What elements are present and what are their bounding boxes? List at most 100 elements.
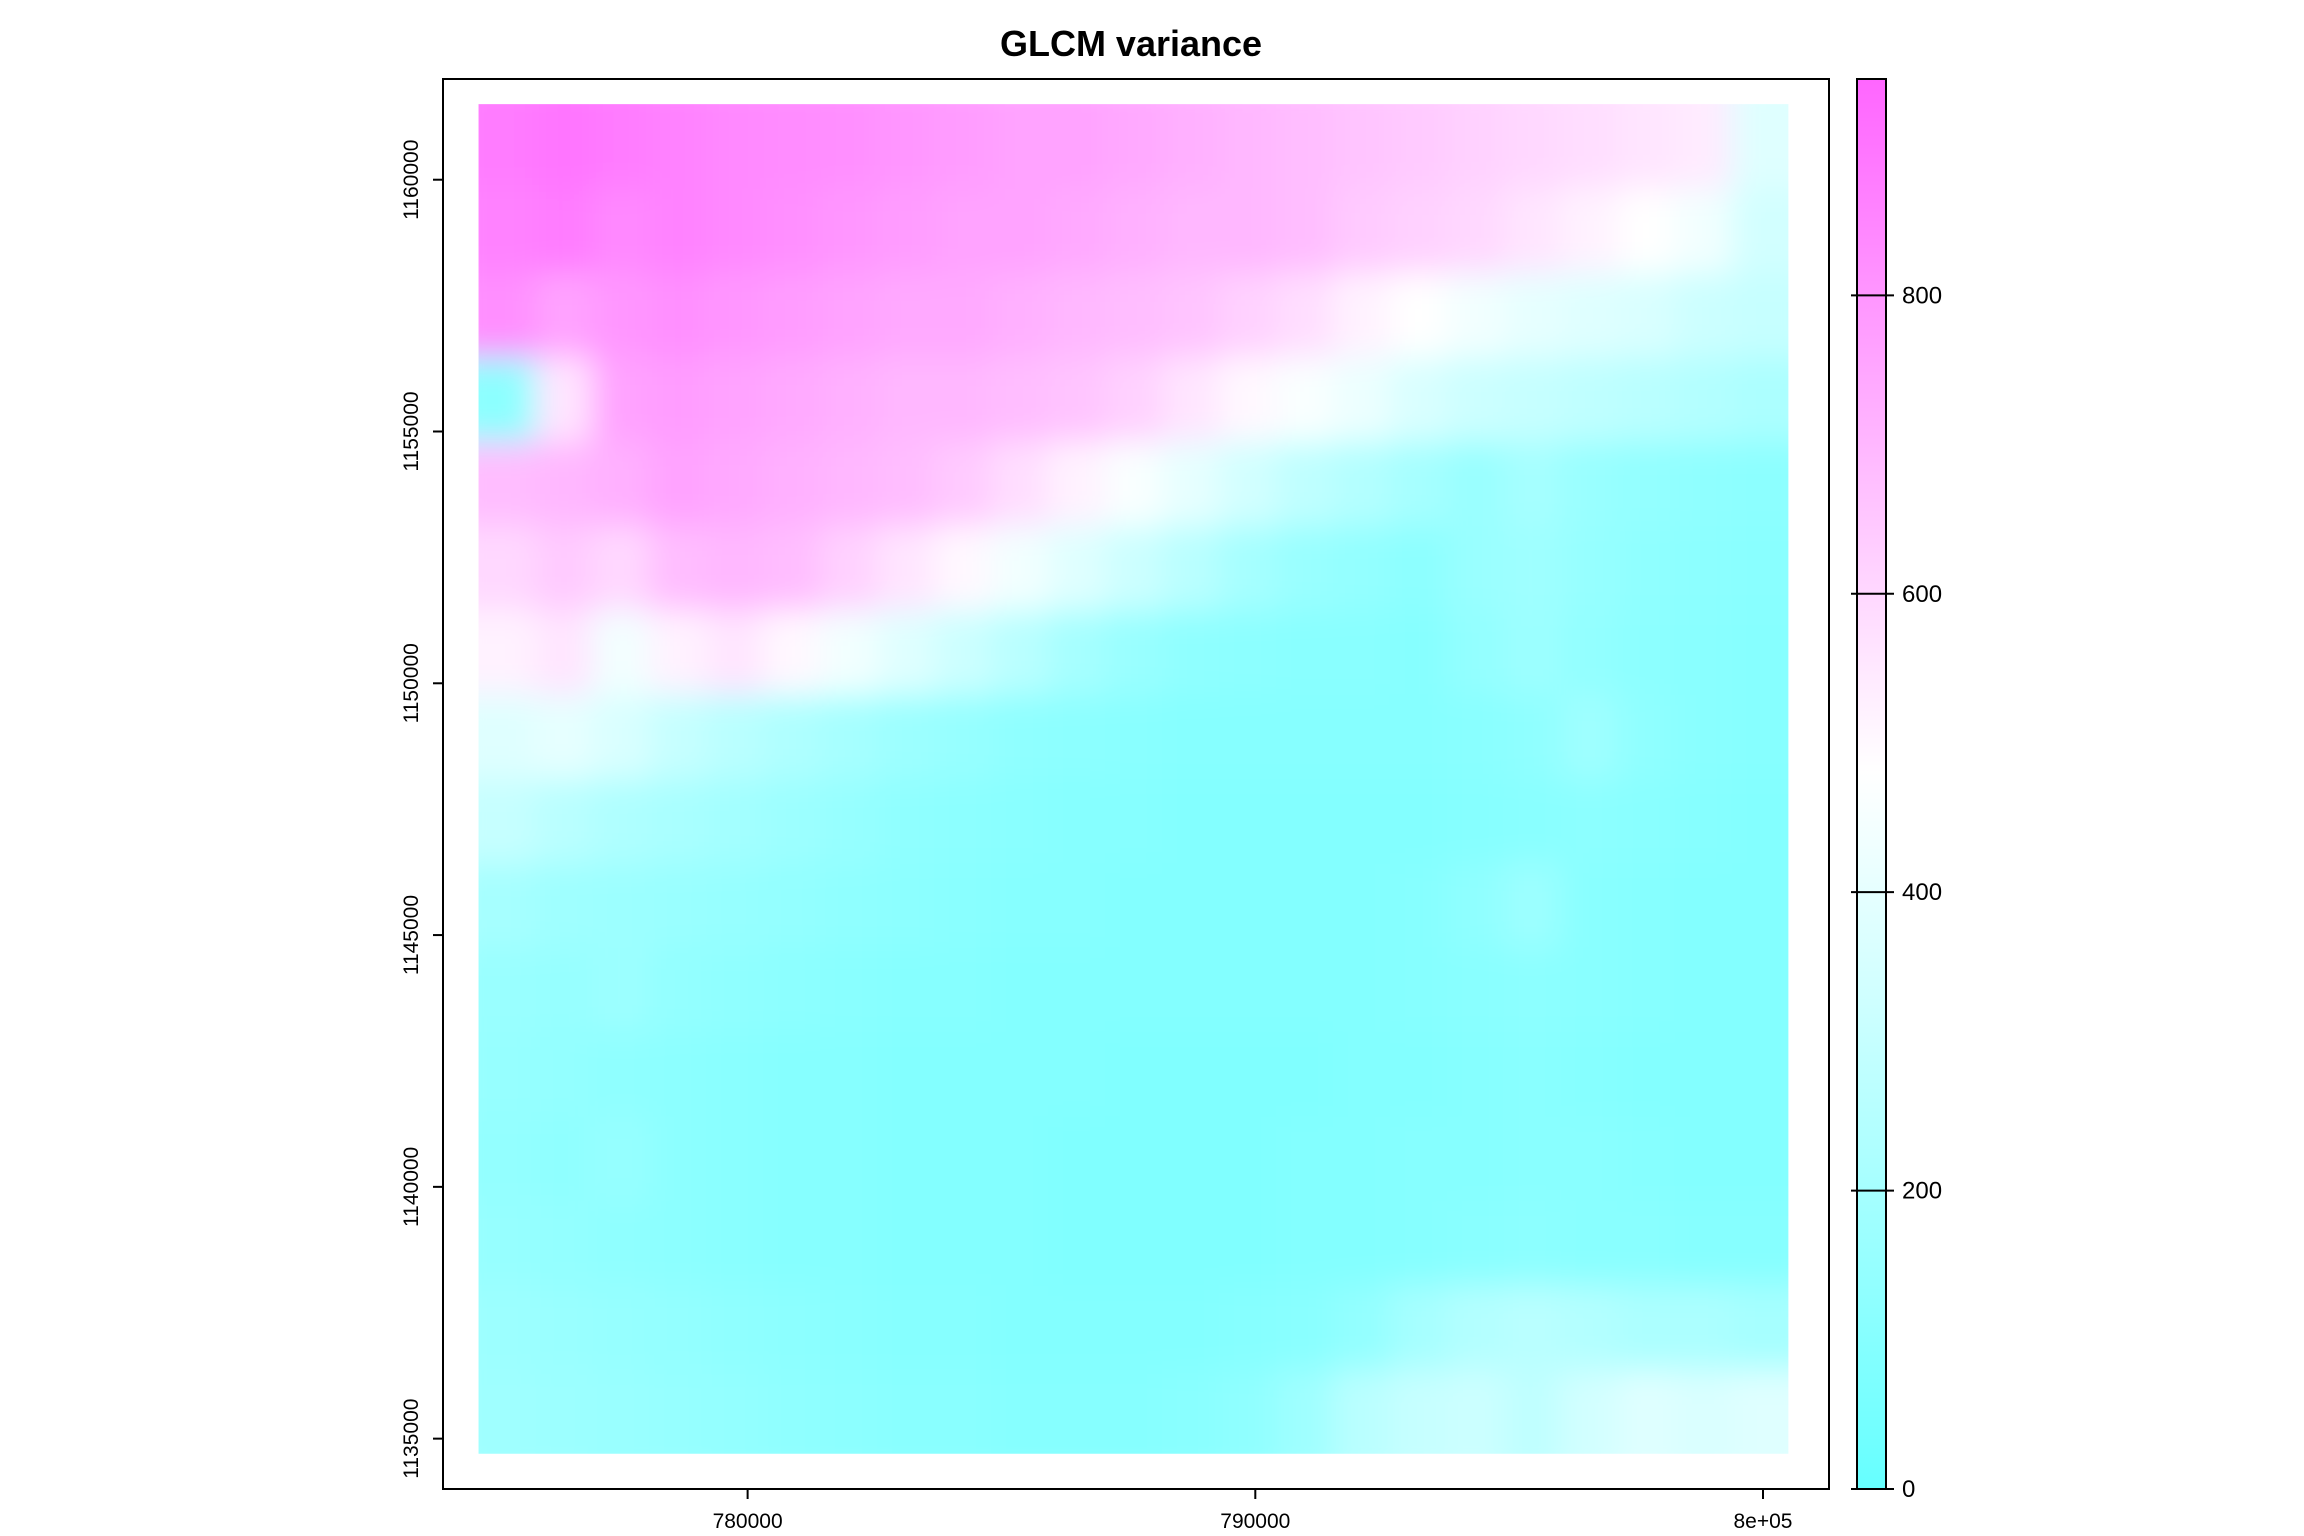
heatmap-cell: [1333, 1201, 1391, 1286]
heatmap-cell: [1561, 695, 1619, 780]
heatmap-cell: [991, 1201, 1049, 1286]
heatmap-cell: [1048, 357, 1106, 442]
heatmap-cell: [1561, 1116, 1619, 1201]
heatmap-cell: [820, 1201, 878, 1286]
heatmap-cell: [820, 948, 878, 1033]
heatmap-cell: [1504, 189, 1562, 274]
heatmap-cell: [706, 189, 764, 274]
heatmap-cell: [991, 442, 1049, 527]
heatmap-cell: [1674, 442, 1732, 527]
heatmap-cell: [1219, 442, 1277, 527]
heatmap-cell: [535, 1116, 593, 1201]
heatmap-cell: [1504, 948, 1562, 1033]
heatmap-cell: [1105, 1116, 1163, 1201]
heatmap-cell: [592, 1285, 650, 1370]
heatmap-cell: [1276, 1201, 1334, 1286]
heatmap-cell: [1447, 1201, 1505, 1286]
heatmap-cell: [1504, 442, 1562, 527]
heatmap-cell: [991, 948, 1049, 1033]
heatmap-cell: [1618, 1201, 1676, 1286]
heatmap-cell: [649, 273, 707, 358]
heatmap-cell: [1105, 442, 1163, 527]
heatmap-cell: [592, 189, 650, 274]
colorbar-tick-label: 400: [1902, 879, 1942, 906]
heatmap-cell: [1447, 357, 1505, 442]
heatmap-cell: [1333, 273, 1391, 358]
heatmap-cell: [1561, 273, 1619, 358]
heatmap-cell: [649, 1116, 707, 1201]
heatmap-cell: [820, 1116, 878, 1201]
heatmap-cell: [877, 779, 935, 864]
heatmap-cell: [592, 863, 650, 948]
heatmap-cell: [649, 1285, 707, 1370]
heatmap-cell: [1618, 695, 1676, 780]
heatmap-cell: [820, 357, 878, 442]
x-tick-label: 780000: [713, 1510, 783, 1533]
heatmap-cell: [706, 442, 764, 527]
heatmap-cell: [1674, 1032, 1732, 1117]
heatmap-cell: [1504, 1116, 1562, 1201]
heatmap-cell: [1390, 273, 1448, 358]
heatmap-cell: [1276, 863, 1334, 948]
heatmap-cell: [1333, 1285, 1391, 1370]
heatmap-cell: [763, 526, 821, 611]
heatmap-cell: [1447, 1032, 1505, 1117]
heatmap-cell: [1618, 1116, 1676, 1201]
heatmap-cell: [1105, 1201, 1163, 1286]
y-tick-label: 1145000: [400, 895, 423, 975]
heatmap-cell: [1447, 610, 1505, 695]
heatmap-cell: [991, 1285, 1049, 1370]
heatmap-cell: [934, 357, 992, 442]
heatmap-cell: [991, 357, 1049, 442]
heatmap-cell: [535, 189, 593, 274]
heatmap-cell: [1561, 526, 1619, 611]
heatmap-cell: [1561, 1201, 1619, 1286]
heatmap-cell: [991, 779, 1049, 864]
heatmap-cell: [1561, 357, 1619, 442]
heatmap-cell: [763, 863, 821, 948]
heatmap-cell: [877, 442, 935, 527]
heatmap-cell: [1504, 357, 1562, 442]
heatmap-cell: [649, 863, 707, 948]
heatmap-cell: [1447, 442, 1505, 527]
heatmap-cell: [1674, 948, 1732, 1033]
heatmap-cell: [592, 779, 650, 864]
heatmap-cell: [1674, 1285, 1732, 1370]
heatmap-cell: [1390, 1285, 1448, 1370]
heatmap-cell: [877, 1116, 935, 1201]
heatmap-cell: [1162, 526, 1220, 611]
heatmap-cell: [1504, 610, 1562, 695]
heatmap-cell: [535, 948, 593, 1033]
heatmap-cell: [1162, 1116, 1220, 1201]
heatmap-cell: [1618, 526, 1676, 611]
heatmap-cell: [535, 1201, 593, 1286]
heatmap-cell: [1447, 1285, 1505, 1370]
heatmap-cell: [535, 273, 593, 358]
heatmap-cell: [877, 357, 935, 442]
heatmap-cell: [706, 526, 764, 611]
heatmap-cell: [763, 273, 821, 358]
heatmap-cell: [1162, 1285, 1220, 1370]
heatmap-cell: [1618, 610, 1676, 695]
heatmap-cell: [1333, 1116, 1391, 1201]
heatmap-cell: [763, 189, 821, 274]
heatmap-cell: [820, 442, 878, 527]
heatmap-cell: [934, 189, 992, 274]
heatmap-cell: [1162, 442, 1220, 527]
heatmap-cell: [1105, 610, 1163, 695]
heatmap-cell: [820, 863, 878, 948]
heatmap-cell: [991, 695, 1049, 780]
heatmap-cell: [820, 189, 878, 274]
heatmap-cell: [1219, 1116, 1277, 1201]
heatmap-cell: [1162, 610, 1220, 695]
heatmap-cell: [1333, 357, 1391, 442]
heatmap-cell: [1105, 948, 1163, 1033]
heatmap-cell: [1105, 526, 1163, 611]
heatmap-cell: [877, 1201, 935, 1286]
heatmap-cell: [1333, 526, 1391, 611]
heatmap-cell: [1162, 863, 1220, 948]
heatmap-cell: [1447, 948, 1505, 1033]
heatmap-cell: [1447, 1116, 1505, 1201]
heatmap-cell: [877, 189, 935, 274]
heatmap-cell: [991, 189, 1049, 274]
